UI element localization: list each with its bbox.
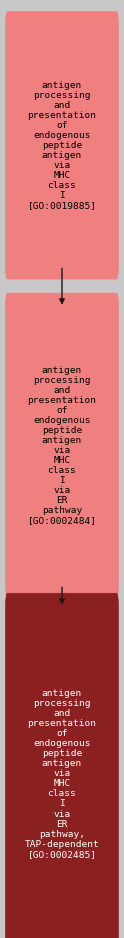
FancyBboxPatch shape [6, 293, 118, 598]
FancyBboxPatch shape [6, 594, 118, 938]
FancyBboxPatch shape [6, 11, 118, 280]
Text: antigen
processing
and
presentation
of
endogenous
peptide
antigen
via
MHC
class
: antigen processing and presentation of e… [28, 366, 96, 525]
Text: antigen
processing
and
presentation
of
endogenous
peptide
antigen
via
MHC
class
: antigen processing and presentation of e… [28, 81, 96, 210]
Text: antigen
processing
and
presentation
of
endogenous
peptide
antigen
via
MHC
class
: antigen processing and presentation of e… [25, 688, 99, 859]
